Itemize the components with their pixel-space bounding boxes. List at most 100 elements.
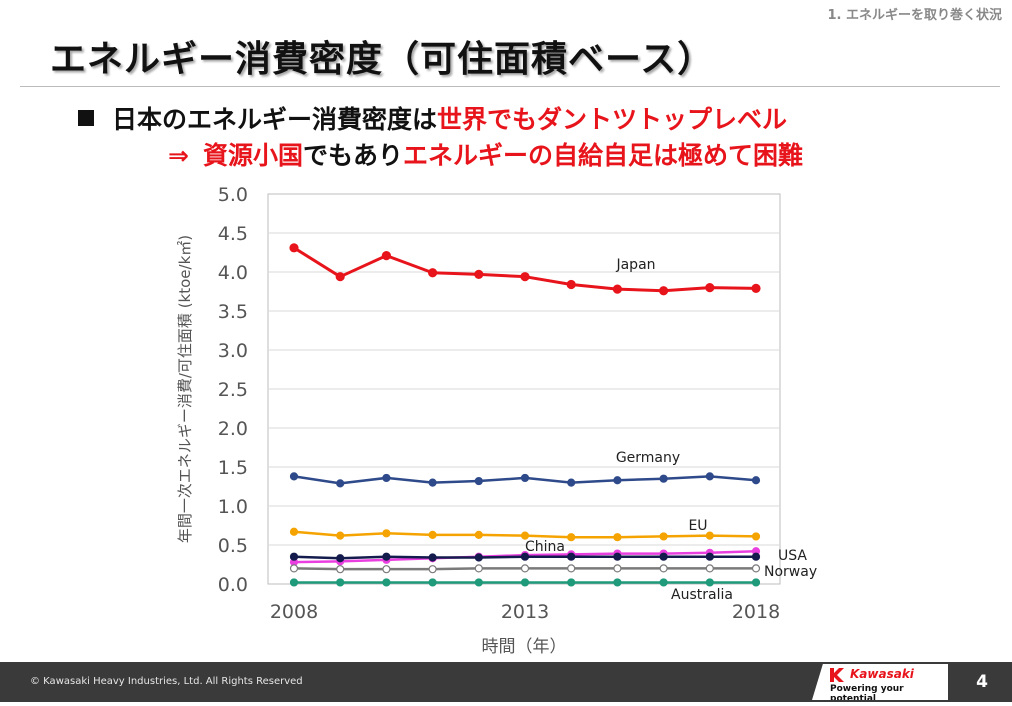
sub-text-red-2: エネルギーの自給自足は極めて困難: [402, 141, 803, 170]
data-point-eu: [289, 527, 299, 536]
page-number: 4: [976, 672, 988, 692]
data-point-germany: [613, 476, 622, 485]
bullet-line-1: 日本のエネルギー消費密度は世界でもダントツトップレベル: [78, 100, 787, 136]
series-label-australia: Australia: [671, 587, 733, 603]
y-axis-title: 年間一次エネルギー消費/可住面積 (ktoe/k㎡): [176, 235, 194, 543]
kawasaki-mark-icon: [830, 668, 844, 682]
data-point-usa: [613, 552, 622, 561]
data-point-norway: [382, 565, 391, 574]
data-point-norway: [659, 564, 668, 573]
data-point-eu: [705, 531, 714, 540]
data-point-japan: [520, 272, 530, 282]
data-point-germany: [428, 478, 437, 487]
logo-name: Kawasaki: [850, 667, 914, 681]
y-tick-label: 5.0: [218, 184, 248, 206]
data-point-australia: [289, 578, 299, 587]
y-tick-label: 2.5: [218, 379, 248, 401]
data-point-japan: [751, 283, 761, 293]
bullet-text-black: 日本のエネルギー消費密度は: [112, 105, 438, 134]
data-point-germany: [336, 479, 345, 488]
data-point-usa: [751, 552, 761, 561]
series-label-japan: Japan: [615, 257, 655, 273]
footer: © Kawasaki Heavy Industries, Ltd. All Ri…: [0, 662, 1012, 702]
data-point-australia: [474, 578, 483, 587]
title-divider: [20, 86, 1000, 87]
data-point-eu: [567, 533, 576, 542]
x-tick-label: 2008: [270, 601, 318, 623]
y-tick-label: 4.0: [218, 262, 248, 284]
bullet-text-red: 世界でもダントツトップレベル: [437, 105, 788, 134]
data-point-norway: [705, 564, 714, 573]
data-point-australia: [520, 578, 530, 587]
bullet-line-2: ⇒ 資源小国でもありエネルギーの自給自足は極めて困難: [168, 136, 803, 172]
data-point-australia: [428, 578, 437, 587]
y-tick-label: 1.5: [218, 457, 248, 479]
data-point-eu: [336, 531, 345, 540]
data-point-germany: [382, 473, 391, 483]
data-point-japan: [335, 272, 345, 282]
data-point-germany: [659, 474, 668, 483]
data-point-norway: [289, 564, 299, 573]
series-label-norway: Norway: [764, 564, 817, 580]
data-point-japan: [612, 284, 623, 294]
data-point-norway: [428, 565, 437, 574]
x-tick-label: 2013: [501, 601, 549, 623]
page-title: エネルギー消費密度（可住面積ベース）: [50, 39, 715, 80]
data-point-eu: [474, 530, 483, 539]
data-point-eu: [659, 532, 668, 541]
data-point-usa: [567, 552, 576, 561]
data-point-japan: [566, 279, 576, 290]
data-point-usa: [659, 552, 668, 561]
y-tick-label: 0.0: [218, 574, 248, 596]
series-label-germany: Germany: [616, 450, 680, 466]
data-point-norway: [336, 565, 345, 574]
data-point-usa: [382, 552, 391, 561]
data-point-australia: [659, 578, 668, 587]
x-tick-label: 2018: [732, 601, 780, 623]
data-point-usa: [474, 553, 483, 562]
kawasaki-logo: Kawasaki Powering your potential: [812, 664, 948, 700]
series-label-eu: EU: [688, 518, 707, 534]
data-point-norway: [520, 564, 530, 573]
data-point-japan: [428, 268, 438, 278]
data-point-japan: [289, 243, 299, 253]
data-point-norway: [613, 564, 622, 573]
data-point-australia: [613, 578, 622, 587]
arrow-icon: ⇒: [168, 141, 189, 170]
data-point-eu: [751, 532, 761, 541]
y-tick-label: 3.5: [218, 301, 248, 323]
data-point-japan: [705, 283, 715, 293]
data-point-japan: [658, 286, 669, 296]
data-point-germany: [520, 473, 530, 483]
data-point-eu: [613, 533, 622, 542]
data-point-australia: [336, 578, 345, 587]
series-label-usa: USA: [778, 548, 807, 564]
data-point-eu: [428, 530, 437, 539]
data-point-eu: [382, 529, 391, 538]
data-point-australia: [382, 578, 391, 587]
series-line-japan: [293, 246, 757, 293]
series-label-china: China: [525, 539, 565, 555]
y-tick-label: 4.5: [218, 223, 248, 245]
y-tick-label: 0.5: [218, 535, 248, 557]
data-point-japan: [474, 269, 484, 279]
sub-text-red-1: 資源小国: [202, 141, 303, 170]
data-point-japan: [381, 251, 391, 261]
data-point-germany: [474, 476, 483, 486]
data-point-usa: [336, 554, 345, 563]
data-point-usa: [428, 553, 437, 562]
y-tick-label: 1.0: [218, 496, 248, 518]
data-point-usa: [705, 552, 714, 561]
section-label: 1. エネルギーを取り巻く状況: [827, 8, 1002, 23]
logo-tagline: Powering your potential: [830, 684, 904, 704]
data-point-germany: [705, 472, 714, 481]
x-axis-title: 時間（年）: [482, 637, 567, 657]
data-point-australia: [567, 578, 576, 587]
data-point-norway: [474, 564, 483, 573]
data-point-usa: [520, 552, 530, 561]
data-point-germany: [567, 478, 576, 487]
data-point-australia: [705, 578, 714, 587]
data-point-usa: [289, 552, 299, 561]
